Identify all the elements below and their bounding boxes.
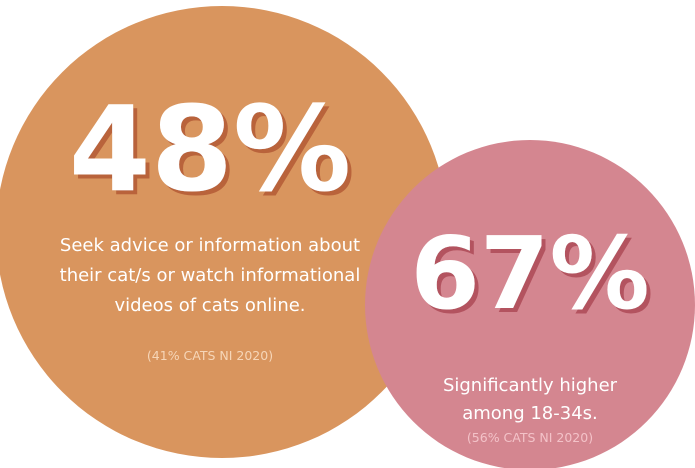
stat-note: (56% CATS NI 2020): [467, 430, 593, 445]
stat-note: (41% CATS NI 2020): [147, 348, 273, 363]
pink-circle: [365, 140, 695, 468]
orange-circle: [0, 6, 448, 458]
stat-description: Significantly higher: [443, 375, 618, 396]
stat-value: 48%: [69, 80, 351, 218]
stat-description: videos of cats online.: [114, 295, 305, 316]
stat-description: their cat/s or watch informational: [60, 265, 361, 286]
stat-description: Seek advice or information about: [60, 235, 360, 256]
stat-description: among 18-34s.: [462, 403, 598, 424]
stat-value: 67%: [410, 215, 649, 332]
